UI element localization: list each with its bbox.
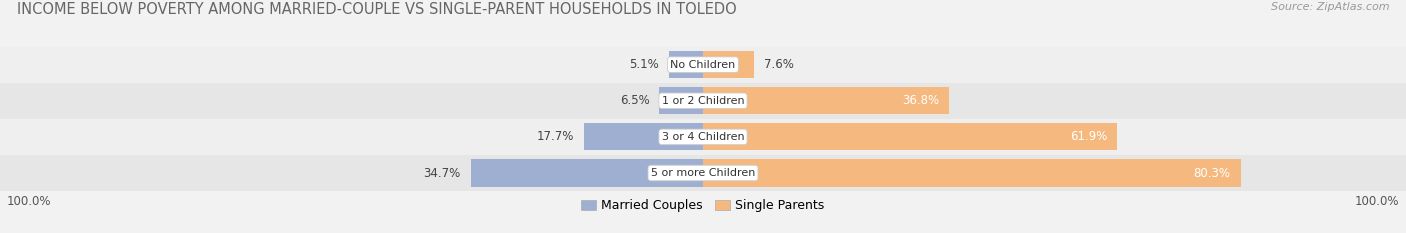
Text: 5.1%: 5.1% xyxy=(628,58,659,71)
Bar xyxy=(0,155,1406,191)
Bar xyxy=(0,83,1406,119)
Text: 17.7%: 17.7% xyxy=(537,130,575,143)
Text: 6.5%: 6.5% xyxy=(620,94,650,107)
Bar xyxy=(703,87,949,114)
Bar xyxy=(703,51,754,78)
Text: 36.8%: 36.8% xyxy=(903,94,939,107)
Text: 3 or 4 Children: 3 or 4 Children xyxy=(662,132,744,142)
Legend: Married Couples, Single Parents: Married Couples, Single Parents xyxy=(581,199,825,212)
Text: 80.3%: 80.3% xyxy=(1194,167,1230,179)
Text: 7.6%: 7.6% xyxy=(763,58,794,71)
Bar xyxy=(471,159,703,187)
Text: 61.9%: 61.9% xyxy=(1070,130,1108,143)
Bar xyxy=(703,123,1118,151)
Text: 5 or more Children: 5 or more Children xyxy=(651,168,755,178)
Bar xyxy=(0,119,1406,155)
Bar xyxy=(669,51,703,78)
Text: 34.7%: 34.7% xyxy=(423,167,461,179)
Text: INCOME BELOW POVERTY AMONG MARRIED-COUPLE VS SINGLE-PARENT HOUSEHOLDS IN TOLEDO: INCOME BELOW POVERTY AMONG MARRIED-COUPL… xyxy=(17,2,737,17)
Bar xyxy=(703,159,1240,187)
Text: 100.0%: 100.0% xyxy=(1354,195,1399,208)
Bar xyxy=(659,87,703,114)
Bar xyxy=(585,123,703,151)
Text: No Children: No Children xyxy=(671,60,735,70)
Bar xyxy=(0,47,1406,83)
Text: Source: ZipAtlas.com: Source: ZipAtlas.com xyxy=(1271,2,1389,12)
Text: 1 or 2 Children: 1 or 2 Children xyxy=(662,96,744,106)
Text: 100.0%: 100.0% xyxy=(7,195,52,208)
